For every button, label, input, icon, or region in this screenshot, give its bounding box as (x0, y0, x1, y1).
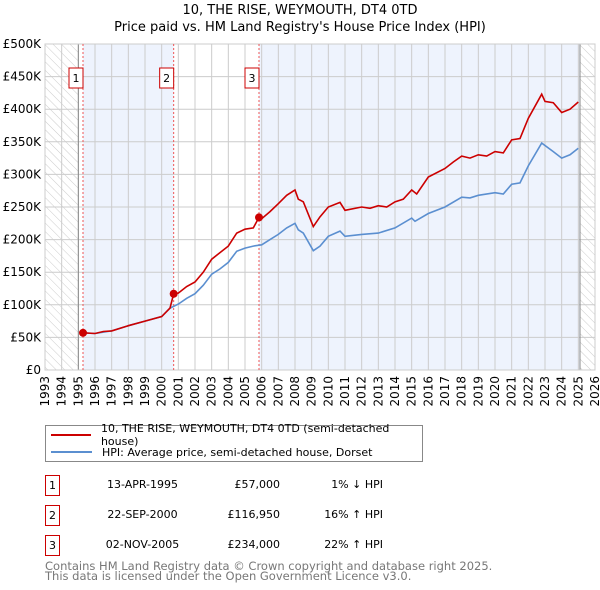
plot-border (44, 43, 596, 371)
x-tick-label: 2021 (505, 376, 519, 407)
sale-number: 1 (45, 475, 60, 496)
x-tick-label: 1994 (55, 376, 69, 407)
x-tick-label: 2023 (538, 376, 552, 407)
sale-marker-label: 3 (249, 72, 256, 85)
sale-date: 13-APR-1995 (106, 478, 179, 491)
x-tick-label: 2004 (221, 376, 235, 407)
x-tick-label: 2013 (371, 376, 385, 407)
x-tick-label: 2025 (571, 376, 585, 407)
x-tick-label: 2019 (471, 376, 485, 407)
x-tick-label: 1997 (105, 376, 119, 407)
property-price-line (82, 92, 579, 335)
x-tick-label: 2007 (271, 376, 285, 407)
legend-hpi: HPI: Average price, semi-detached house,… (102, 445, 373, 459)
sale-marker-label: 2 (163, 72, 170, 85)
x-tick-label: 2010 (321, 376, 335, 407)
y-tick-label: £300K (3, 167, 43, 181)
legend-property: 10, THE RISE, WEYMOUTH, DT4 0TD (semi-de… (100, 422, 390, 448)
sale-price: £116,950 (227, 508, 281, 521)
sale-marker-frame (68, 67, 84, 89)
sale-marker-box: 1 (68, 67, 84, 89)
x-tick-label: 2000 (155, 376, 169, 407)
y-tick-label: £400K (3, 102, 43, 116)
sale-marker-frame (159, 67, 175, 89)
hpi-line (82, 141, 579, 335)
y-tick-label: £450K (3, 70, 43, 84)
x-tick-label: 2008 (288, 376, 302, 407)
legend: 10, THE RISE, WEYMOUTH, DT4 0TD (semi-de… (45, 422, 423, 462)
x-tick-label: 2014 (388, 376, 402, 407)
y-tick-label: £250K (3, 200, 43, 214)
chart-title: 10, THE RISE, WEYMOUTH, DT4 0TD (182, 3, 418, 18)
y-tick-label: £350K (3, 135, 43, 149)
sale-number: 3 (45, 535, 60, 556)
x-tick-label: 2015 (405, 376, 419, 407)
x-tick-label: 1993 (38, 376, 52, 407)
x-tick-label: 1999 (138, 376, 152, 407)
x-tick-label: 2001 (171, 376, 185, 407)
sale-point (255, 213, 263, 222)
x-tick-label: 2022 (521, 376, 535, 407)
footer-copyright: Contains HM Land Registry data © Crown c… (45, 559, 493, 573)
sale-hpi-diff: 16% ↑ HPI (324, 508, 383, 521)
sale-price: £57,000 (234, 478, 281, 491)
sale-hpi-diff: 1% ↓ HPI (331, 478, 383, 491)
x-tick-label: 1998 (121, 376, 135, 407)
price-chart: 1993 1994 1995 1996 1997 1998 1999 2000 2001 2002… (3, 37, 600, 407)
sale-row: 1 13-APR-1995 £57,000 1% ↓ HPI (45, 475, 445, 496)
x-tick-label: 2018 (455, 376, 469, 407)
x-tick-label: 2012 (355, 376, 369, 407)
y-tick-label: £100K (3, 298, 43, 312)
sale-price: £234,000 (227, 538, 281, 551)
x-tick-label: 1995 (71, 376, 85, 407)
x-tick-label: 2016 (421, 376, 435, 407)
chart-subtitle: Price paid vs. HM Land Registry's House … (114, 20, 486, 35)
x-tick-label: 2006 (255, 376, 269, 407)
x-tick-label: 2003 (205, 376, 219, 407)
hpi-line-swatch (51, 451, 92, 453)
x-tick-label: 2026 (588, 376, 600, 407)
x-tick-label: 2009 (305, 376, 319, 407)
x-tick-label: 2017 (438, 376, 452, 407)
y-tick-label: £150K (3, 265, 43, 279)
sale-date: 22-SEP-2000 (107, 508, 178, 521)
y-tick-label: £200K (3, 233, 43, 247)
y-tick-label: £500K (3, 37, 43, 51)
sale-row: 3 02-NOV-2005 £234,000 22% ↑ HPI (45, 535, 445, 556)
y-tick-label: £0 (26, 363, 41, 377)
sale-row: 2 22-SEP-2000 £116,950 16% ↑ HPI (45, 505, 445, 526)
x-tick-label: 2011 (338, 376, 352, 407)
sale-marker-frame (244, 67, 260, 89)
x-tick-label: 1996 (88, 376, 102, 407)
y-tick-label: £50K (10, 330, 42, 344)
sale-marker-label: 1 (73, 72, 80, 85)
sale-marker-box: 2 (159, 67, 175, 89)
x-tick-label: 2002 (188, 376, 202, 407)
sale-point (79, 328, 87, 337)
sale-point (169, 289, 178, 298)
x-tick-label: 2005 (238, 376, 252, 407)
x-tick-label: 2024 (555, 376, 569, 407)
sale-marker-box: 3 (244, 67, 260, 89)
x-tick-label: 2020 (488, 376, 502, 407)
footer-licence: This data is licensed under the Open Gov… (45, 569, 412, 583)
property-line-swatch (51, 434, 91, 436)
sale-number: 2 (45, 505, 60, 526)
sale-date: 02-NOV-2005 (105, 538, 180, 551)
sale-hpi-diff: 22% ↑ HPI (324, 538, 383, 551)
